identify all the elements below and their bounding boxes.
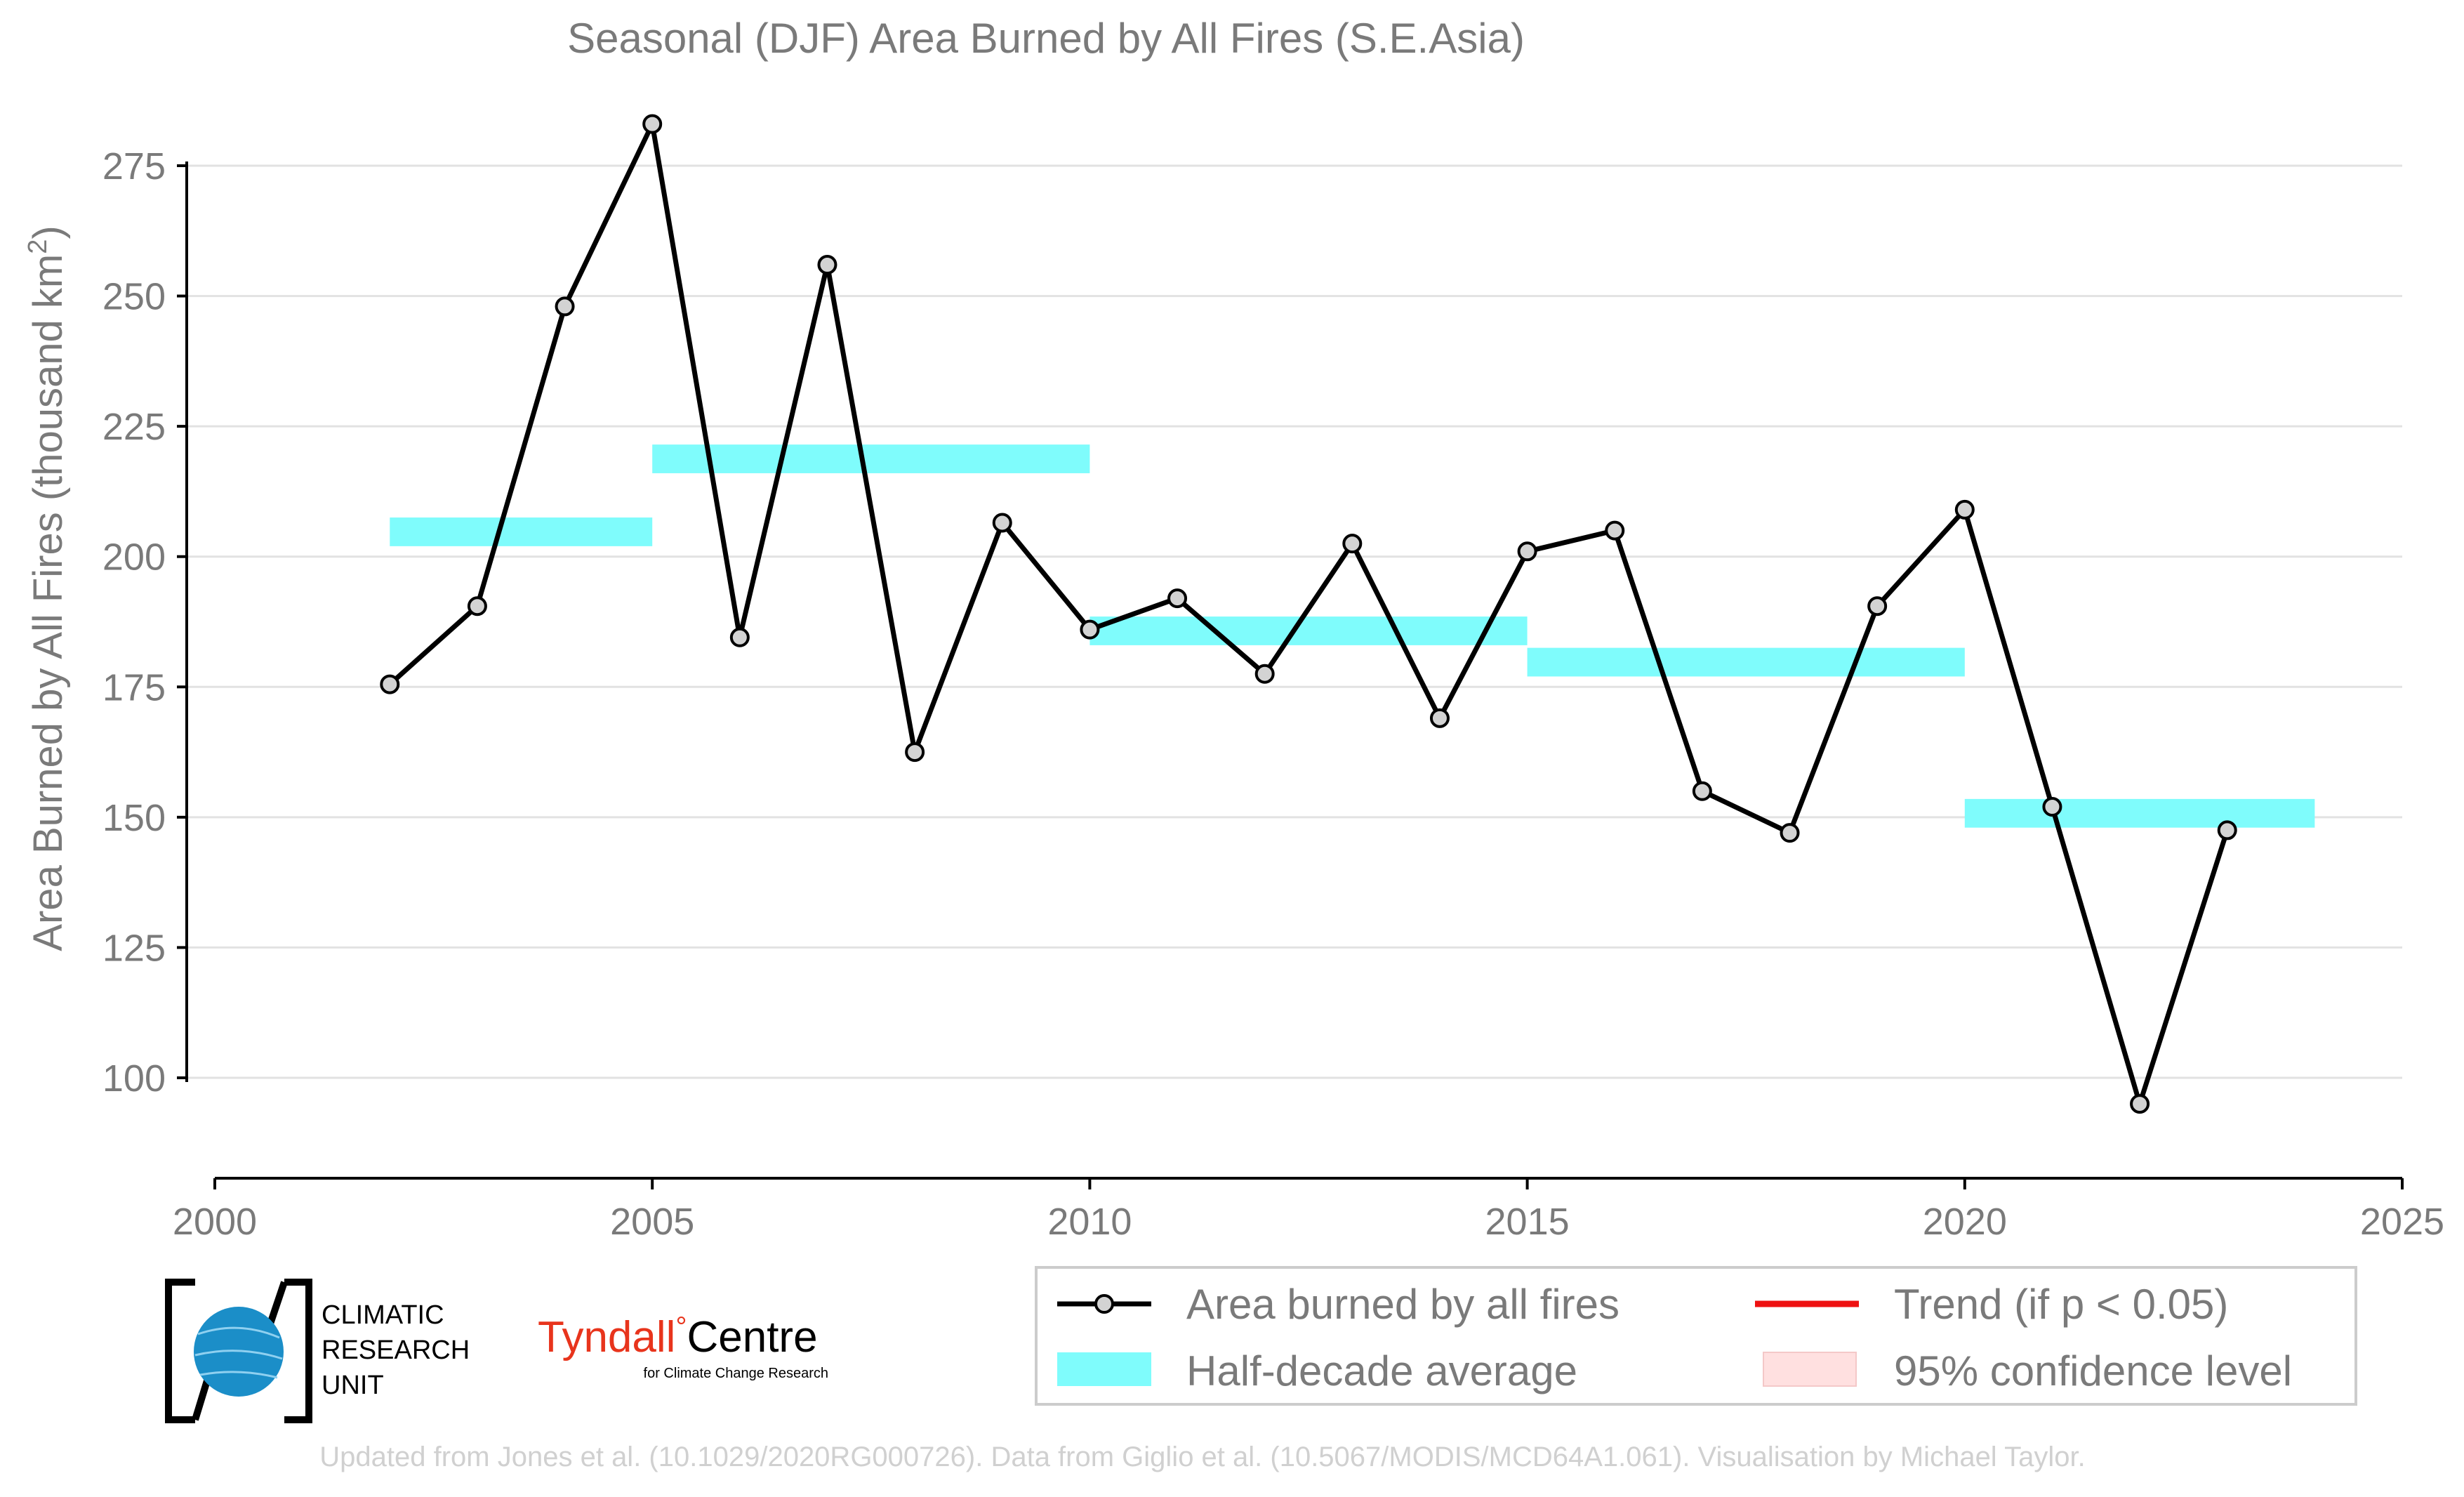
half-decade-band [1527, 647, 1965, 677]
data-point [817, 255, 837, 275]
svg-text:Area Burned by All Fires (thou: Area Burned by All Fires (thousand km2) [23, 225, 71, 951]
y-axis-label-main: Area Burned by All Fires (thousand km [25, 254, 71, 951]
data-point [1867, 596, 1888, 616]
chart-title: Seasonal (DJF) Area Burned by All Fires … [567, 15, 1525, 62]
axes [177, 161, 2404, 1189]
data-point [992, 513, 1012, 533]
x-tick-label: 2000 [173, 1201, 257, 1243]
data-point [905, 742, 925, 763]
tyndall-centre-word: Centre [687, 1313, 817, 1361]
x-tick-label: 2020 [1923, 1201, 2007, 1243]
legend: Area burned by all fires Trend (if p < 0… [1035, 1266, 2357, 1406]
y-tick-label: 125 [102, 927, 166, 969]
half-decade-band [1089, 616, 1528, 645]
y-tick-label: 200 [102, 536, 166, 579]
y-tick-label: 175 [102, 666, 166, 708]
half-decade-bands [390, 444, 2315, 828]
tyndall-logo: Tyndall°Centre for Climate Change Resear… [538, 1312, 828, 1381]
footer-credit: Updated from Jones et al. (10.1029/2020R… [319, 1442, 2085, 1472]
tick-labels: 100 125 150 175 200 225 250 275 2000 2005 2010 2015… [102, 145, 2444, 1243]
x-tick-label: 2025 [2360, 1201, 2444, 1243]
data-point [2042, 797, 2062, 817]
data-point [1954, 499, 1975, 520]
data-point [1605, 520, 1625, 541]
cru-logo-bracket-right [284, 1279, 312, 1423]
data-point [1429, 708, 1450, 728]
data-point [1517, 541, 1537, 562]
legend-label-confidence: 95% confidence level [1894, 1347, 2292, 1394]
data-point [1167, 588, 1188, 609]
y-tick-label: 225 [102, 406, 166, 448]
svg-text:Tyndall°Centre: Tyndall°Centre [538, 1312, 818, 1361]
data-point [555, 296, 575, 317]
tyndall-subtitle: for Climate Change Research [644, 1366, 828, 1381]
legend-label-area-burned: Area burned by all fires [1186, 1281, 1620, 1328]
cru-logo-line2: RESEARCH [322, 1336, 470, 1365]
cru-logo-line3: UNIT [322, 1371, 384, 1400]
y-axis-label-close: ) [25, 225, 71, 239]
data-point [2217, 820, 2237, 840]
data-point [380, 674, 400, 694]
y-tick-label: 250 [102, 276, 166, 318]
legend-marker-sample [1094, 1294, 1114, 1314]
data-point [1342, 534, 1363, 554]
half-decade-band [1964, 798, 2315, 828]
cru-logo-bracket [165, 1279, 195, 1423]
x-tick-label: 2005 [610, 1201, 694, 1243]
data-point [467, 596, 487, 616]
data-point [642, 114, 663, 134]
data-point [1254, 664, 1275, 684]
x-tick-label: 2010 [1047, 1201, 1132, 1243]
series-points [380, 114, 2237, 1114]
half-decade-band [652, 444, 1090, 473]
legend-ci-patch [1763, 1352, 1857, 1387]
y-tick-label: 275 [102, 145, 166, 187]
data-point [1692, 781, 1712, 801]
y-axis-label-superscript: 2 [23, 239, 53, 254]
legend-cyan-patch [1057, 1352, 1151, 1386]
y-axis-label: Area Burned by All Fires (thousand km2) [23, 225, 71, 951]
gridlines [187, 164, 2402, 1079]
data-point [1780, 823, 1800, 843]
half-decade-band [390, 517, 653, 546]
data-point [1080, 619, 1100, 640]
cru-logo-line1: CLIMATIC [322, 1300, 444, 1330]
series-line [388, 121, 2230, 1107]
legend-box [1035, 1266, 2357, 1406]
tyndall-word: Tyndall [538, 1313, 675, 1361]
data-point [729, 627, 750, 647]
x-tick-label: 2015 [1485, 1201, 1570, 1243]
y-tick-label: 150 [102, 797, 166, 839]
data-point [2130, 1094, 2150, 1114]
y-tick-label: 100 [102, 1057, 166, 1100]
legend-label-half-decade: Half-decade average [1186, 1347, 1577, 1394]
cru-logo: CLIMATIC RESEARCH UNIT [165, 1279, 470, 1423]
legend-label-trend: Trend (if p < 0.05) [1894, 1281, 2228, 1328]
tyndall-degree: ° [675, 1312, 687, 1343]
series-line-path [388, 121, 2230, 1107]
